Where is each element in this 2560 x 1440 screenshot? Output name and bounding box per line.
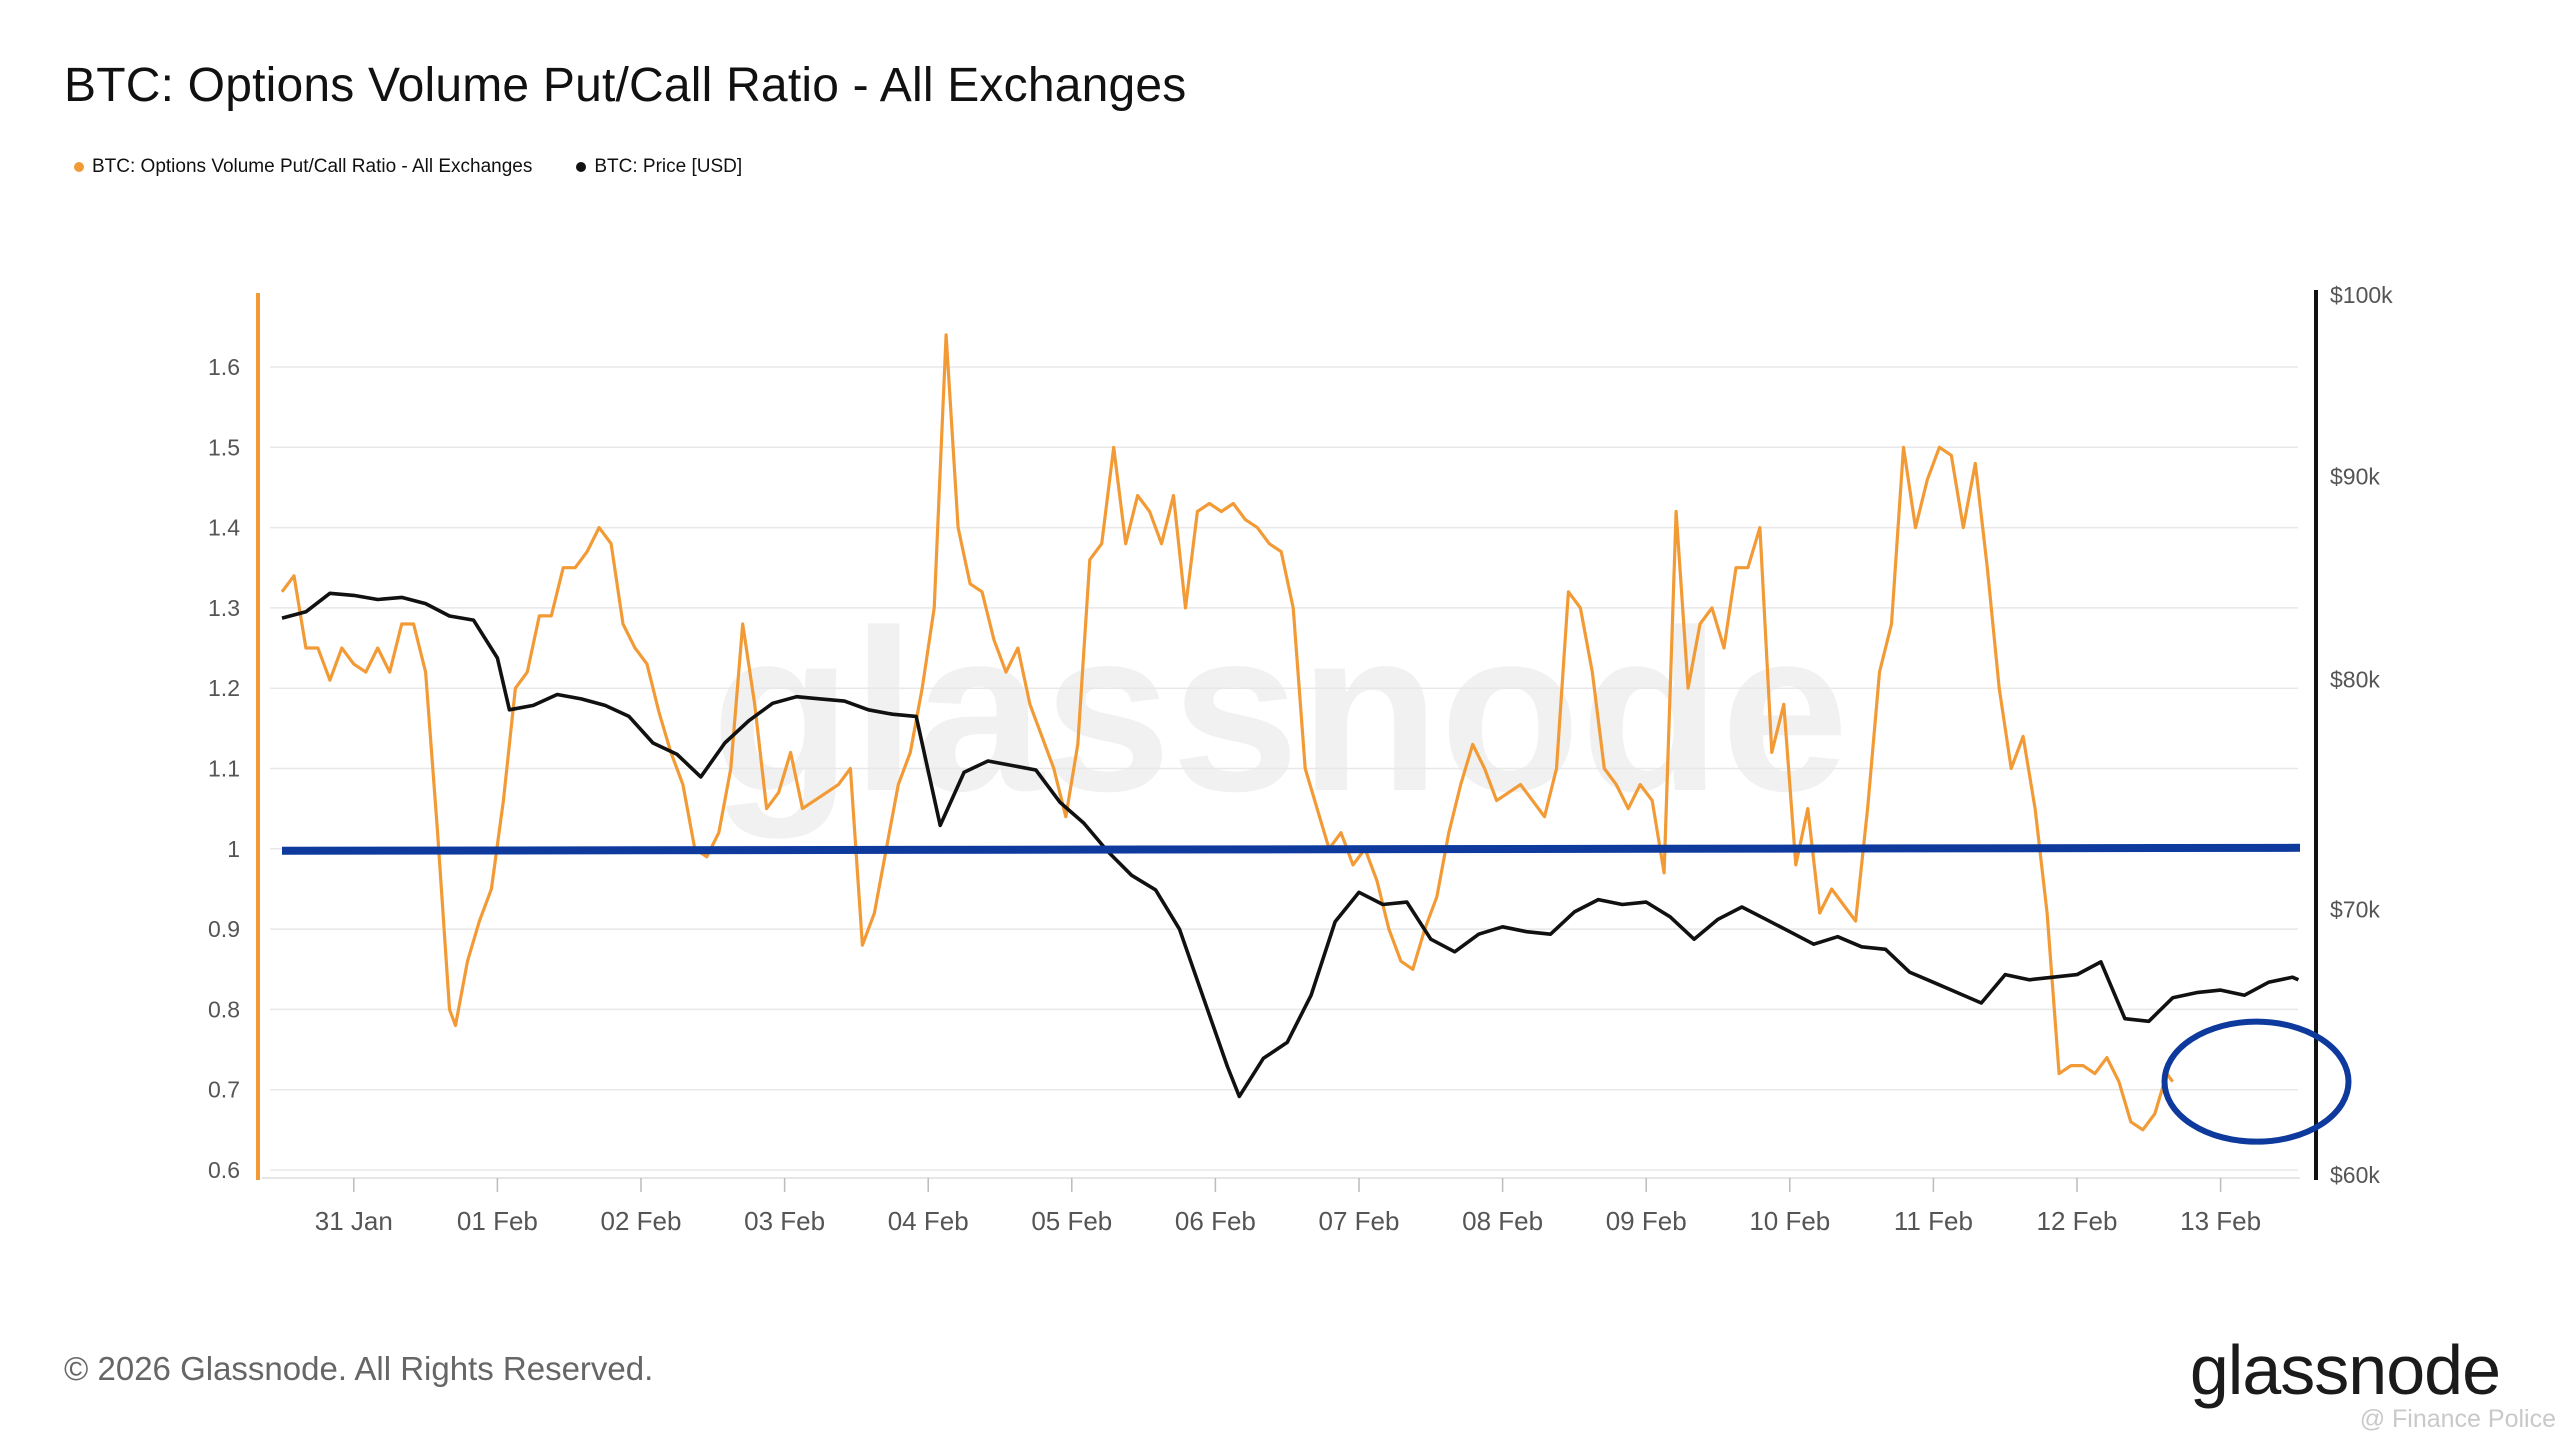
legend-item-price[interactable]: BTC: Price [USD] (576, 156, 742, 178)
y-right-tick-label: $100k (2330, 282, 2393, 308)
x-tick-label: 10 Feb (1749, 1206, 1830, 1236)
reference-line-ratio-1 (281, 843, 2301, 855)
x-tick-label: 04 Feb (888, 1206, 969, 1236)
highlight-ellipse (2161, 1018, 2352, 1145)
x-tick-label: 05 Feb (1031, 1206, 1112, 1236)
y-left-tick-label: 0.6 (208, 1157, 240, 1183)
y-left-tick-label: 1.6 (208, 354, 240, 380)
x-tick-label: 09 Feb (1606, 1206, 1687, 1236)
legend-label-ratio: BTC: Options Volume Put/Call Ratio - All… (92, 156, 533, 177)
series-line-put-call-ratio (280, 333, 2174, 1132)
y-left-tick-label: 1.5 (208, 434, 240, 460)
y-right-tick-label: $80k (2330, 666, 2380, 692)
series-line-btc-price (281, 591, 2300, 1099)
x-tick-label: 03 Feb (744, 1206, 825, 1236)
y-left-tick-label: 0.8 (208, 996, 240, 1022)
x-tick-label: 06 Feb (1175, 1206, 1256, 1236)
y-left-tick-label: 1.2 (208, 675, 240, 701)
chart-title: BTC: Options Volume Put/Call Ratio - All… (64, 59, 1187, 112)
x-tick-label: 07 Feb (1319, 1206, 1400, 1236)
y-left-tick-label: 0.7 (208, 1077, 240, 1103)
legend-label-price: BTC: Price [USD] (594, 156, 743, 177)
y-right-tick-label: $90k (2330, 464, 2380, 490)
x-tick-label: 08 Feb (1462, 1206, 1543, 1236)
y-left-tick-label: 1.4 (208, 515, 240, 541)
y-left-tick-label: 1.3 (208, 595, 240, 621)
y-left-tick-label: 1 (227, 836, 240, 862)
x-tick-label: 12 Feb (2037, 1206, 2118, 1236)
y-left-tick-label: 0.9 (208, 916, 240, 942)
y-left-tick-label: 1.1 (208, 756, 240, 782)
copyright-footer: © 2026 Glassnode. All Rights Reserved. (64, 1350, 654, 1387)
chart-legend: BTC: Options Volume Put/Call Ratio - All… (74, 156, 742, 178)
legend-swatch-ratio (74, 162, 84, 172)
y-right-tick-label: $60k (2330, 1162, 2380, 1188)
legend-swatch-price (576, 162, 587, 172)
watermark-logo: glassnode (711, 582, 1849, 839)
chart-canvas: glassnode 0.6 0.7 0.8 0.9 1 1.1 1.2 1.3 1.4 1.5 1.6… (208, 282, 2393, 1236)
y-right-tick-label: $70k (2330, 896, 2380, 922)
x-tick-label: 11 Feb (1894, 1206, 1973, 1236)
x-tick-label: 02 Feb (601, 1206, 682, 1236)
x-tick-label: 13 Feb (2180, 1206, 2261, 1236)
legend-item-ratio[interactable]: BTC: Options Volume Put/Call Ratio - All… (74, 156, 532, 178)
glassnode-logo[interactable]: glassnode (2189, 1331, 2501, 1409)
source-credit: @ Finance Police (2359, 1405, 2556, 1433)
x-tick-label: 01 Feb (457, 1206, 538, 1236)
x-tick-label: 31 Jan (315, 1206, 393, 1236)
